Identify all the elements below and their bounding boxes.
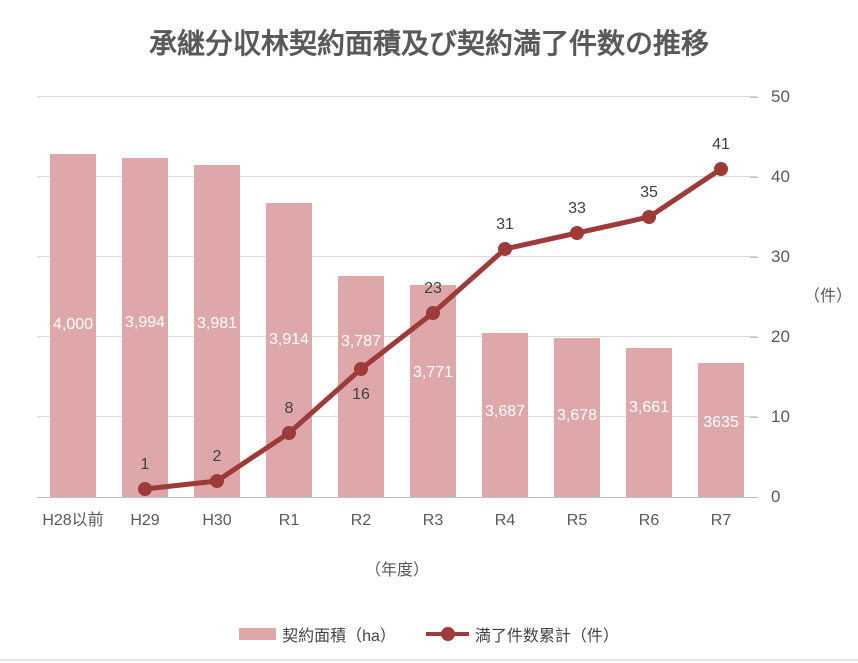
legend-label-completed-count: 満了件数累計（件） <box>474 628 619 645</box>
line-point-marker <box>570 226 584 240</box>
line-point-marker <box>282 426 296 440</box>
bar-data-label: 3,994 <box>124 314 166 332</box>
x-axis-category-label: R6 <box>638 512 660 529</box>
line-swatch-dot <box>440 627 455 641</box>
bar-H30 <box>194 165 240 497</box>
bar-R3 <box>410 285 456 497</box>
y-axis-tick-label: 30 <box>771 247 790 266</box>
window-bottom-border <box>0 659 858 661</box>
y-axis-tick-label: 50 <box>771 87 790 106</box>
bar-data-label: 3,678 <box>556 406 598 424</box>
line-series-swatch-icon <box>425 627 469 641</box>
plot-area: 4,000 3,994 3,981 3,914 3,787 3,771 3,687 3,678… <box>37 96 757 498</box>
y-axis-tick-label: 0 <box>771 487 781 506</box>
bar-data-label: 3,914 <box>268 331 310 349</box>
x-axis-category-label: H29 <box>130 512 160 529</box>
bar-series-swatch-icon <box>239 628 277 640</box>
line-data-label: 16 <box>352 386 370 403</box>
x-axis-category-label: R5 <box>566 512 588 529</box>
completed-count-line-series <box>138 162 728 496</box>
bar-R5 <box>554 338 600 497</box>
line-data-label: 35 <box>640 184 658 201</box>
gridline <box>37 256 757 257</box>
x-axis-category-label: R4 <box>494 512 516 529</box>
x-axis-line <box>37 497 757 498</box>
legend-label-contract-area: 契約面積（ha） <box>282 628 396 645</box>
bar-H29 <box>122 157 168 497</box>
bar-R1 <box>266 203 312 497</box>
line-data-label: 31 <box>496 216 514 233</box>
legend: 契約面積（ha） 満了件数累計（件） <box>0 623 858 645</box>
y-axis-tick-mark <box>750 97 758 98</box>
bar-data-label: 3,687 <box>484 403 526 420</box>
line-point-marker <box>714 162 728 176</box>
line-data-label: 23 <box>424 280 442 297</box>
line-data-label: 1 <box>140 456 150 473</box>
line-point-marker <box>642 210 656 224</box>
x-axis-category-label: R1 <box>278 512 300 529</box>
bar-data-label: 3,787 <box>340 333 382 351</box>
bar-data-label: 3,771 <box>412 364 454 381</box>
bar-data-label: 3,661 <box>628 399 670 417</box>
x-axis-title: （年度） <box>364 562 429 579</box>
y-axis-tick-mark <box>750 337 758 338</box>
gridline <box>37 96 757 97</box>
x-axis-category-label: H30 <box>202 512 232 529</box>
y-axis-tick-mark <box>750 257 758 258</box>
line-point-marker <box>426 306 440 320</box>
gridline <box>37 336 757 337</box>
bar-data-label: 3635 <box>703 413 739 431</box>
bar-data-label: 3,981 <box>196 315 238 332</box>
line-point-marker <box>210 474 224 488</box>
y-axis-tick-mark <box>750 417 758 418</box>
y-axis-tick-mark <box>750 497 758 498</box>
gridline <box>37 416 757 417</box>
line-point-marker <box>138 482 152 496</box>
x-axis-category-label: R2 <box>350 512 372 529</box>
line-data-label: 33 <box>568 200 586 217</box>
legend-item-completed-count: 満了件数累計（件） <box>425 622 619 646</box>
y-axis-tick-label: 10 <box>771 407 790 426</box>
trend-line <box>144 166 723 492</box>
bar-H28以前 <box>50 154 96 497</box>
right-axis-unit-label: （件） <box>804 288 853 305</box>
bar-R6 <box>626 347 672 497</box>
x-axis-category-label: H28以前 <box>42 512 104 529</box>
y-axis-tick-mark <box>750 177 758 178</box>
line-point-marker <box>354 362 368 376</box>
y-axis-tick-label: 20 <box>771 327 790 346</box>
y-axis-tick-label: 40 <box>771 167 790 186</box>
x-axis-category-label: R3 <box>422 512 444 529</box>
legend-item-contract-area: 契約面積（ha） <box>239 622 396 646</box>
bar-R4 <box>482 333 528 497</box>
bar-R7 <box>698 362 744 497</box>
bar-R2 <box>338 275 384 497</box>
line-data-label: 41 <box>712 136 730 153</box>
line-data-label: 2 <box>212 448 222 465</box>
x-axis-category-label: R7 <box>710 512 732 529</box>
line-point-marker <box>498 242 512 256</box>
line-data-label: 8 <box>284 400 294 417</box>
bar-data-label: 4,000 <box>52 315 94 333</box>
gridline <box>37 176 757 177</box>
chart-title: 承継分収林契約面積及び契約満了件数の推移 <box>148 28 709 59</box>
